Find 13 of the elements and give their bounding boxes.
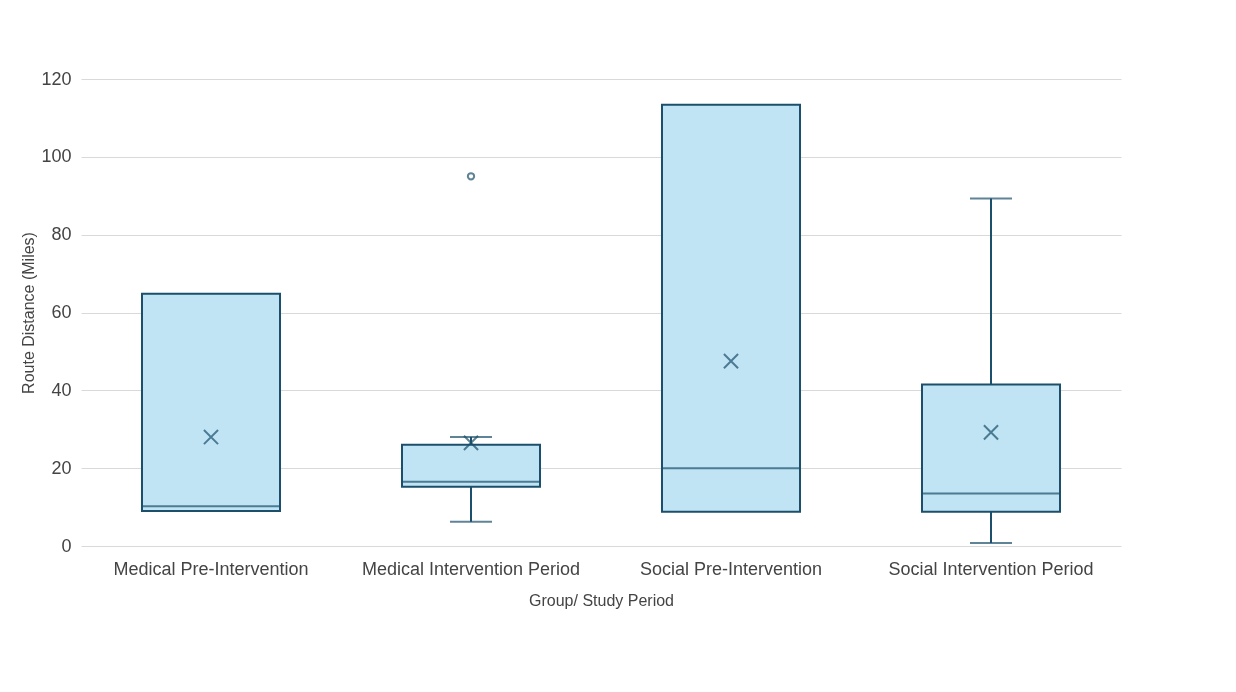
y-axis-title: Route Distance (Miles) xyxy=(20,232,38,394)
y-tick-label: 120 xyxy=(41,68,72,89)
x-tick-label: Social Intervention Period xyxy=(888,558,1094,579)
x-tick-label: Social Pre-Intervention xyxy=(639,558,823,579)
y-tick-label: 100 xyxy=(41,146,72,167)
x-tick-label: Medical Intervention Period xyxy=(361,558,581,579)
y-tick-label: 20 xyxy=(51,457,72,478)
y-tick-label: 0 xyxy=(61,535,72,556)
y-tick-label: 80 xyxy=(51,224,72,245)
x-tick-label: Medical Pre-Intervention xyxy=(113,558,309,579)
y-tick-label: 60 xyxy=(51,302,72,322)
y-tick-label: 40 xyxy=(51,379,72,400)
x-axis-title: Group/ Study Period xyxy=(529,591,674,609)
